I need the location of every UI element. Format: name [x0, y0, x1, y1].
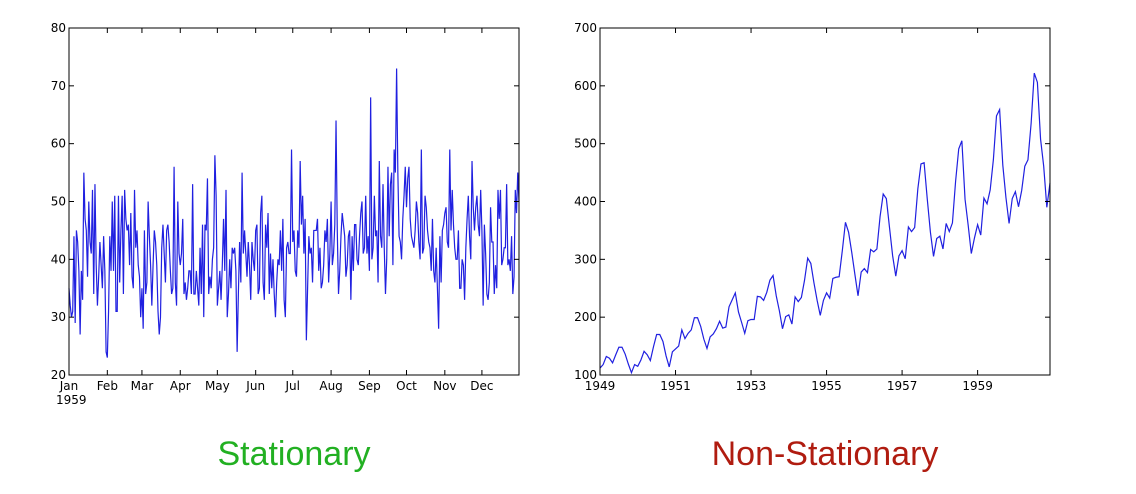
x-tick-label: Sep — [358, 379, 381, 393]
x-tick-label: 1949 — [585, 379, 616, 393]
plot-frame — [599, 27, 1051, 376]
y-tick-label: 30 — [51, 310, 66, 324]
x-tick-label: Apr — [170, 379, 191, 393]
x-tick-label: Jul — [285, 379, 300, 393]
x-tick-label: Jun — [245, 379, 265, 393]
y-tick-label: 300 — [574, 252, 597, 266]
x-tick-label: 1951 — [660, 379, 691, 393]
x-tick-label: 1959 — [962, 379, 993, 393]
x-tick-label: Aug — [319, 379, 342, 393]
y-tick-label: 60 — [51, 137, 66, 151]
x-tick-label: Jan — [59, 379, 79, 393]
y-tick-label: 70 — [51, 79, 66, 93]
caption: Non-Stationary — [712, 435, 939, 473]
y-tick-label: 400 — [574, 195, 597, 209]
x-tick-label: May — [205, 379, 230, 393]
caption: Stationary — [217, 435, 370, 473]
x-tick-label: Mar — [131, 379, 154, 393]
data-line — [68, 68, 520, 358]
x-tick-label: Nov — [433, 379, 456, 393]
y-tick-label: 600 — [574, 79, 597, 93]
y-tick-label: 500 — [574, 137, 597, 151]
y-tick-label: 200 — [574, 310, 597, 324]
y-tick-label: 100 — [574, 368, 597, 382]
x-tick-label: Dec — [470, 379, 493, 393]
x-year-label: 1959 — [56, 393, 87, 407]
y-tick-label: 50 — [51, 195, 66, 209]
y-tick-label: 80 — [51, 21, 66, 35]
x-tick-label: Feb — [97, 379, 118, 393]
x-tick-label: 1955 — [811, 379, 842, 393]
x-tick-label: Oct — [396, 379, 417, 393]
y-tick-label: 20 — [51, 368, 66, 382]
y-tick-label: 700 — [574, 21, 597, 35]
x-tick-label: 1957 — [887, 379, 918, 393]
x-tick-label: 1953 — [736, 379, 767, 393]
y-tick-label: 40 — [51, 252, 66, 266]
data-line — [599, 72, 1051, 375]
